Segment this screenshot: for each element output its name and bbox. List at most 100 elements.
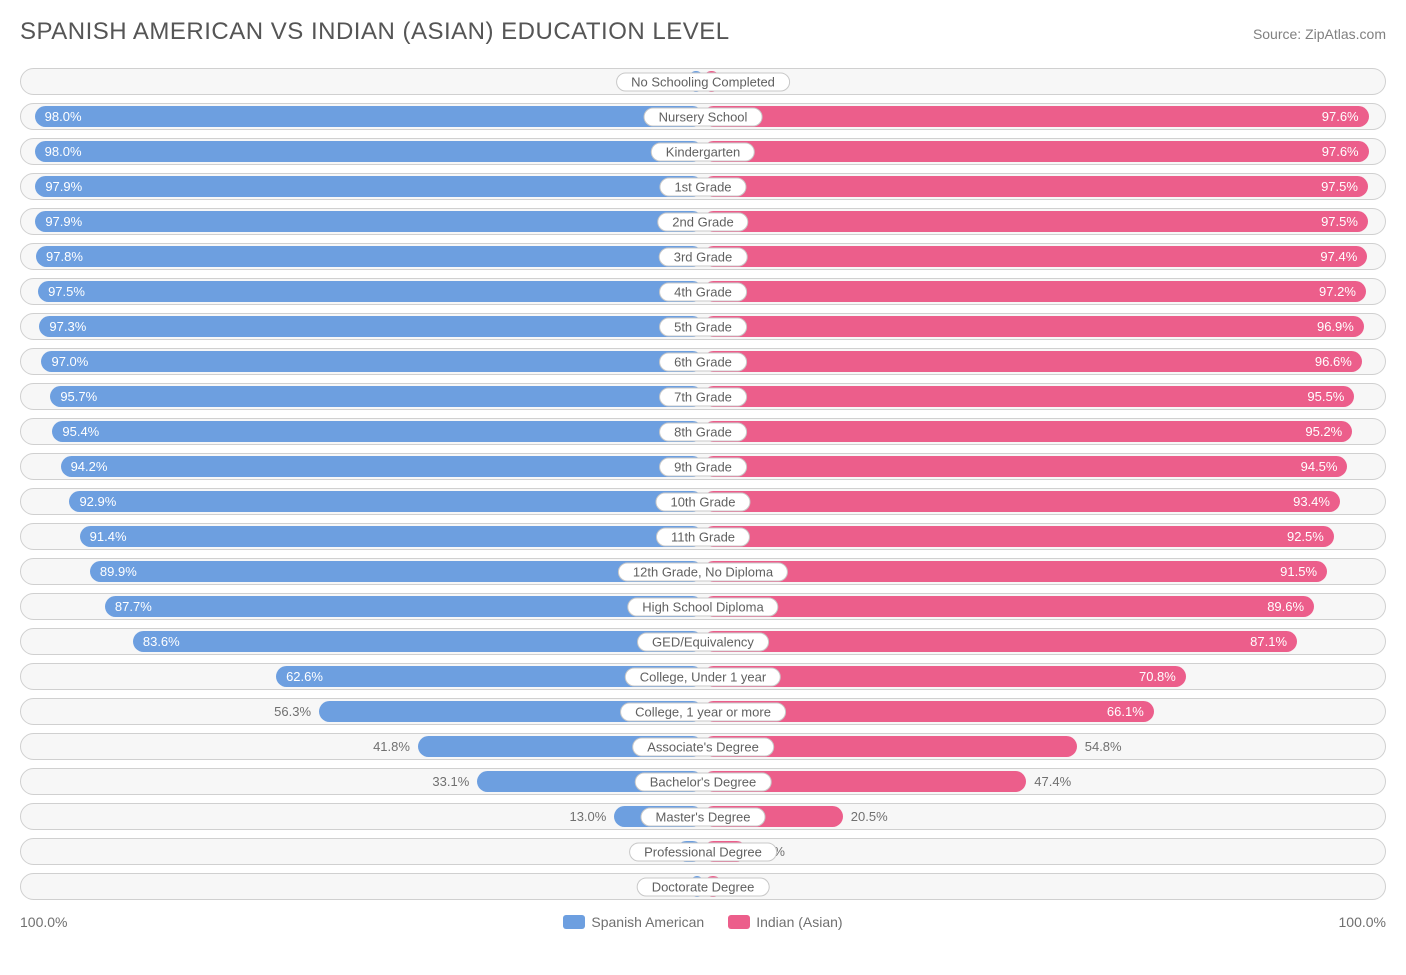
bar-left-value: 89.9% xyxy=(100,561,137,582)
bar-right-value: 96.6% xyxy=(1315,351,1352,372)
bar-left-value: 87.7% xyxy=(115,596,152,617)
category-label: Master's Degree xyxy=(641,807,766,826)
bar-right-value: 89.6% xyxy=(1267,596,1304,617)
category-label: Professional Degree xyxy=(629,842,777,861)
bar-right: 97.2% xyxy=(703,281,1366,302)
bar-right: 97.4% xyxy=(703,246,1367,267)
bar-right-value: 70.8% xyxy=(1139,666,1176,687)
category-label: No Schooling Completed xyxy=(616,72,790,91)
bar-row: 97.8% 97.4% 3rd Grade xyxy=(20,243,1386,270)
legend-item-right: Indian (Asian) xyxy=(728,914,842,930)
bar-right-value: 92.5% xyxy=(1287,526,1324,547)
axis-right-max: 100.0% xyxy=(1339,914,1386,930)
bar-left-value: 83.6% xyxy=(143,631,180,652)
category-label: 1st Grade xyxy=(659,177,746,196)
bar-right: 92.5% xyxy=(703,526,1334,547)
bar-left: 95.4% xyxy=(52,421,703,442)
bar-right-value: 91.5% xyxy=(1280,561,1317,582)
bar-row: 95.4% 95.2% 8th Grade xyxy=(20,418,1386,445)
bar-left: 91.4% xyxy=(80,526,703,547)
bar-row: 3.9%6.5%Professional Degree xyxy=(20,838,1386,865)
bar-row: 13.0%20.5%Master's Degree xyxy=(20,803,1386,830)
bar-right-value: 87.1% xyxy=(1250,631,1287,652)
bar-right-value: 47.4% xyxy=(1034,769,1071,794)
category-label: GED/Equivalency xyxy=(637,632,769,651)
bar-right-value: 96.9% xyxy=(1317,316,1354,337)
bar-left-value: 33.1% xyxy=(432,769,469,794)
bar-right-value: 97.6% xyxy=(1322,141,1359,162)
chart-source: Source: ZipAtlas.com xyxy=(1253,26,1386,42)
bar-left-value: 94.2% xyxy=(71,456,108,477)
category-label: Nursery School xyxy=(644,107,763,126)
bar-right-value: 97.5% xyxy=(1321,211,1358,232)
bar-row: 97.9% 97.5% 1st Grade xyxy=(20,173,1386,200)
bar-row: 97.9% 97.5% 2nd Grade xyxy=(20,208,1386,235)
bar-right-value: 95.2% xyxy=(1305,421,1342,442)
bar-right-value: 93.4% xyxy=(1293,491,1330,512)
bar-left-value: 98.0% xyxy=(45,141,82,162)
bar-row: 83.6% 87.1% GED/Equivalency xyxy=(20,628,1386,655)
legend-swatch-right xyxy=(728,915,750,929)
bar-row: 1.7%2.9%Doctorate Degree xyxy=(20,873,1386,900)
bar-right: 95.5% xyxy=(703,386,1354,407)
bar-row: 41.8%54.8%Associate's Degree xyxy=(20,733,1386,760)
bar-left: 97.9% xyxy=(35,211,703,232)
bar-row: 98.0% 97.6% Kindergarten xyxy=(20,138,1386,165)
bar-row: 97.3%96.9%5th Grade xyxy=(20,313,1386,340)
bar-left-value: 97.0% xyxy=(51,351,88,372)
bar-left-value: 92.9% xyxy=(79,491,116,512)
bar-right: 91.5% xyxy=(703,561,1327,582)
bar-left-value: 97.9% xyxy=(45,211,82,232)
bar-left: 89.9% xyxy=(90,561,703,582)
category-label: College, Under 1 year xyxy=(625,667,781,686)
category-label: 2nd Grade xyxy=(657,212,748,231)
bar-left-value: 62.6% xyxy=(286,666,323,687)
category-label: Associate's Degree xyxy=(632,737,774,756)
bar-right-value: 97.5% xyxy=(1321,176,1358,197)
bar-left: 98.0% xyxy=(35,106,703,127)
bar-right: 97.6% xyxy=(703,106,1369,127)
bar-right-value: 94.5% xyxy=(1301,456,1338,477)
bar-row: 98.0% 97.6%Nursery School xyxy=(20,103,1386,130)
category-label: 3rd Grade xyxy=(659,247,748,266)
bar-row: 95.7% 95.5%7th Grade xyxy=(20,383,1386,410)
bar-right-value: 66.1% xyxy=(1107,701,1144,722)
category-label: 10th Grade xyxy=(655,492,750,511)
bar-left-value: 98.0% xyxy=(45,106,82,127)
bar-right-value: 97.4% xyxy=(1320,246,1357,267)
bar-left-value: 56.3% xyxy=(274,699,311,724)
category-label: 4th Grade xyxy=(659,282,747,301)
category-label: 7th Grade xyxy=(659,387,747,406)
bar-left-value: 13.0% xyxy=(569,804,606,829)
bar-left-value: 97.9% xyxy=(45,176,82,197)
category-label: Bachelor's Degree xyxy=(635,772,772,791)
category-label: Doctorate Degree xyxy=(637,877,770,896)
bar-row: 89.9%91.5%12th Grade, No Diploma xyxy=(20,558,1386,585)
bar-left-value: 97.3% xyxy=(49,316,86,337)
bar-left: 87.7% xyxy=(105,596,703,617)
bar-left: 97.9% xyxy=(35,176,703,197)
category-label: College, 1 year or more xyxy=(620,702,786,721)
bar-left: 94.2% xyxy=(61,456,703,477)
bar-row: 92.9% 93.4% 10th Grade xyxy=(20,488,1386,515)
bar-right: 96.6% xyxy=(703,351,1362,372)
bar-left-value: 97.8% xyxy=(46,246,83,267)
bar-right: 97.5% xyxy=(703,176,1368,197)
bar-left-value: 95.7% xyxy=(60,386,97,407)
chart-header: SPANISH AMERICAN VS INDIAN (ASIAN) EDUCA… xyxy=(12,18,1394,46)
category-label: 8th Grade xyxy=(659,422,747,441)
bar-left: 92.9% xyxy=(69,491,703,512)
bar-right: 97.6% xyxy=(703,141,1369,162)
legend-swatch-left xyxy=(563,915,585,929)
bar-row: 62.6% 70.8% College, Under 1 year xyxy=(20,663,1386,690)
category-label: Kindergarten xyxy=(651,142,755,161)
bar-left-value: 91.4% xyxy=(90,526,127,547)
bar-left-value: 95.4% xyxy=(62,421,99,442)
bar-right-value: 54.8% xyxy=(1085,734,1122,759)
category-label: 6th Grade xyxy=(659,352,747,371)
bar-row: 2.1%2.5%No Schooling Completed xyxy=(20,68,1386,95)
bar-right: 96.9% xyxy=(703,316,1364,337)
category-label: 9th Grade xyxy=(659,457,747,476)
bar-left: 97.5% xyxy=(38,281,703,302)
bar-right: 93.4% xyxy=(703,491,1340,512)
